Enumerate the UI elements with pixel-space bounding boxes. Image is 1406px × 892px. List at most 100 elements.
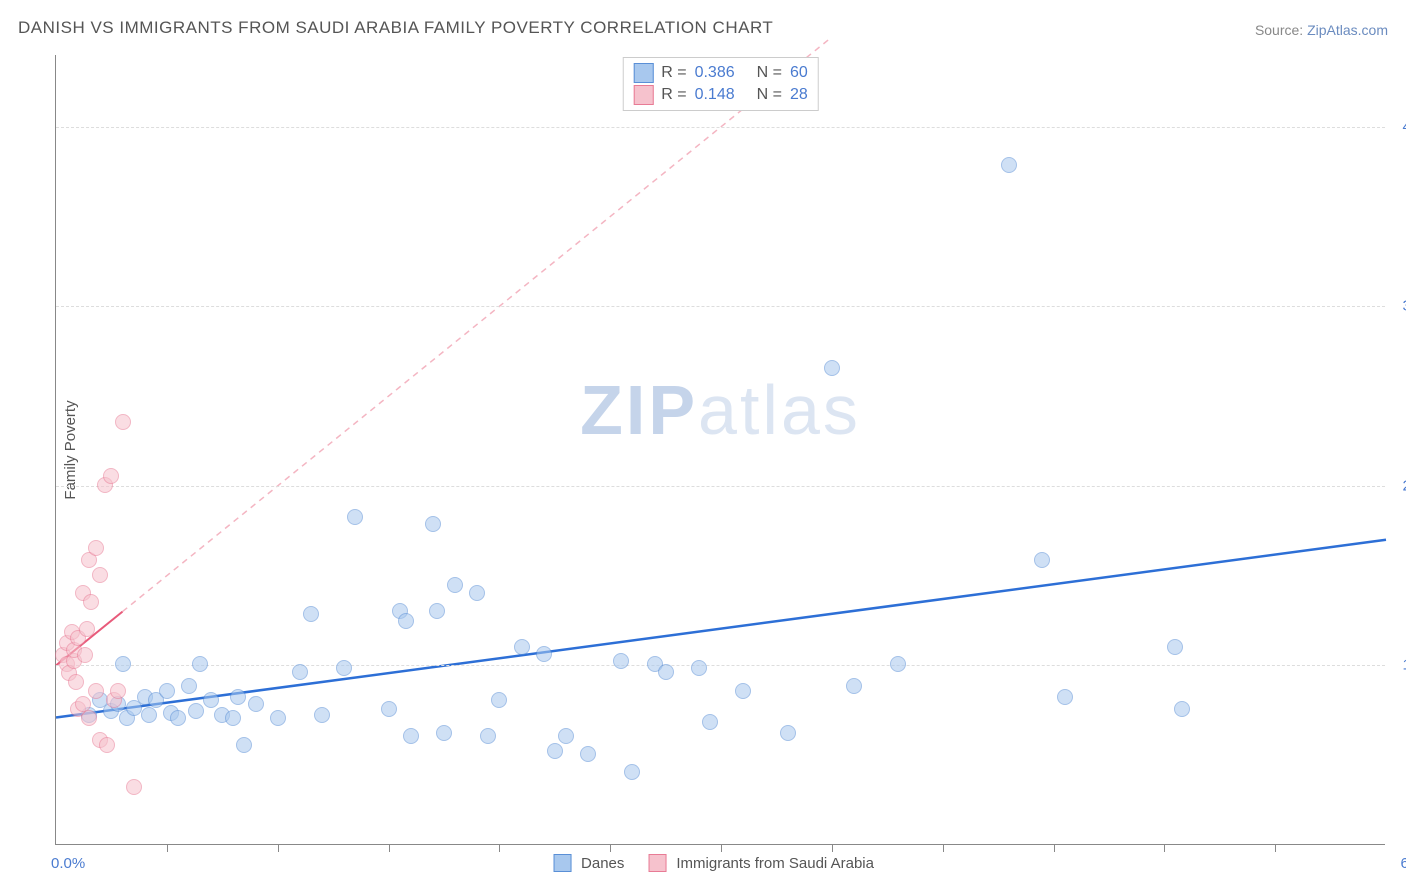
x-axis-tick	[499, 844, 500, 852]
x-axis-tick	[167, 844, 168, 852]
scatter-point	[115, 656, 131, 672]
scatter-point	[469, 585, 485, 601]
legend-n-label: N =	[757, 64, 782, 82]
y-axis-label: Family Poverty	[62, 400, 79, 499]
scatter-point	[88, 540, 104, 556]
gridline-horizontal	[56, 665, 1385, 666]
scatter-point	[1167, 639, 1183, 655]
scatter-point	[429, 603, 445, 619]
x-axis-tick	[278, 844, 279, 852]
scatter-point	[110, 683, 126, 699]
scatter-point	[68, 674, 84, 690]
source-link[interactable]: ZipAtlas.com	[1307, 22, 1388, 38]
scatter-point	[103, 468, 119, 484]
scatter-point	[691, 660, 707, 676]
scatter-point	[248, 696, 264, 712]
scatter-point	[846, 678, 862, 694]
scatter-point	[83, 594, 99, 610]
legend-n-value: 60	[790, 64, 808, 82]
x-axis-max-label: 60.0%	[1400, 855, 1406, 872]
scatter-point	[624, 764, 640, 780]
scatter-point	[558, 728, 574, 744]
x-axis-tick	[1164, 844, 1165, 852]
legend-correlation-row: R = 0.148 N = 28	[633, 84, 808, 106]
scatter-point	[658, 664, 674, 680]
y-axis-tick-label: 20.0%	[1402, 477, 1406, 494]
scatter-point	[347, 509, 363, 525]
scatter-point	[99, 737, 115, 753]
legend-n-value: 28	[790, 86, 808, 104]
scatter-point	[225, 710, 241, 726]
scatter-point	[303, 606, 319, 622]
gridline-horizontal	[56, 127, 1385, 128]
x-axis-tick	[389, 844, 390, 852]
source-prefix: Source:	[1255, 22, 1307, 38]
scatter-point	[1174, 701, 1190, 717]
scatter-point	[336, 660, 352, 676]
chart-container: DANISH VS IMMIGRANTS FROM SAUDI ARABIA F…	[0, 0, 1406, 892]
scatter-point	[203, 692, 219, 708]
scatter-point	[141, 707, 157, 723]
legend-swatch	[648, 854, 666, 872]
trend-line	[123, 37, 832, 612]
scatter-point	[780, 725, 796, 741]
scatter-point	[403, 728, 419, 744]
legend-r-label: R =	[661, 86, 686, 104]
plot-area: Family Poverty ZIPatlas R =0.386N =60R =…	[55, 55, 1385, 845]
scatter-point	[230, 689, 246, 705]
scatter-point	[447, 577, 463, 593]
scatter-point	[1057, 689, 1073, 705]
scatter-point	[181, 678, 197, 694]
legend-series: Danes Immigrants from Saudi Arabia	[553, 854, 888, 872]
x-axis-tick	[1275, 844, 1276, 852]
watermark-bold: ZIP	[580, 371, 698, 449]
legend-swatch	[633, 63, 653, 83]
scatter-point	[115, 414, 131, 430]
x-axis-min-label: 0.0%	[51, 855, 85, 872]
y-axis-tick-label: 40.0%	[1402, 118, 1406, 135]
scatter-point	[480, 728, 496, 744]
legend-correlation-box: R = 0.386 N = 60 R = 0.148 N = 28	[622, 57, 819, 111]
scatter-point	[192, 656, 208, 672]
scatter-point	[1001, 157, 1017, 173]
scatter-point	[79, 621, 95, 637]
scatter-point	[425, 516, 441, 532]
legend-correlation-row: R = 0.386 N = 60	[633, 62, 808, 84]
scatter-point	[159, 683, 175, 699]
scatter-point	[292, 664, 308, 680]
scatter-point	[126, 779, 142, 795]
scatter-point	[170, 710, 186, 726]
scatter-point	[702, 714, 718, 730]
legend-r-label: R =	[661, 64, 686, 82]
legend-n-label: N =	[757, 86, 782, 104]
scatter-point	[580, 746, 596, 762]
scatter-point	[398, 613, 414, 629]
legend-series-label: Immigrants from Saudi Arabia	[676, 855, 874, 872]
scatter-point	[491, 692, 507, 708]
watermark-light: atlas	[698, 371, 861, 449]
legend-series-label: Danes	[581, 855, 624, 872]
scatter-point	[824, 360, 840, 376]
scatter-point	[270, 710, 286, 726]
y-axis-tick-label: 30.0%	[1402, 298, 1406, 315]
scatter-point	[88, 683, 104, 699]
scatter-point	[1034, 552, 1050, 568]
watermark: ZIPatlas	[580, 370, 861, 450]
x-axis-tick	[610, 844, 611, 852]
scatter-point	[613, 653, 629, 669]
legend-r-value: 0.386	[695, 64, 735, 82]
x-axis-tick	[721, 844, 722, 852]
x-axis-tick	[1054, 844, 1055, 852]
scatter-point	[314, 707, 330, 723]
scatter-point	[890, 656, 906, 672]
legend-swatch	[633, 85, 653, 105]
trend-line	[56, 540, 1386, 718]
scatter-point	[77, 647, 93, 663]
x-axis-tick	[832, 844, 833, 852]
gridline-horizontal	[56, 306, 1385, 307]
legend-r-value: 0.148	[695, 86, 735, 104]
legend-swatch	[553, 854, 571, 872]
source-attribution: Source: ZipAtlas.com	[1255, 22, 1388, 38]
gridline-horizontal	[56, 486, 1385, 487]
y-axis-tick-label: 10.0%	[1402, 657, 1406, 674]
